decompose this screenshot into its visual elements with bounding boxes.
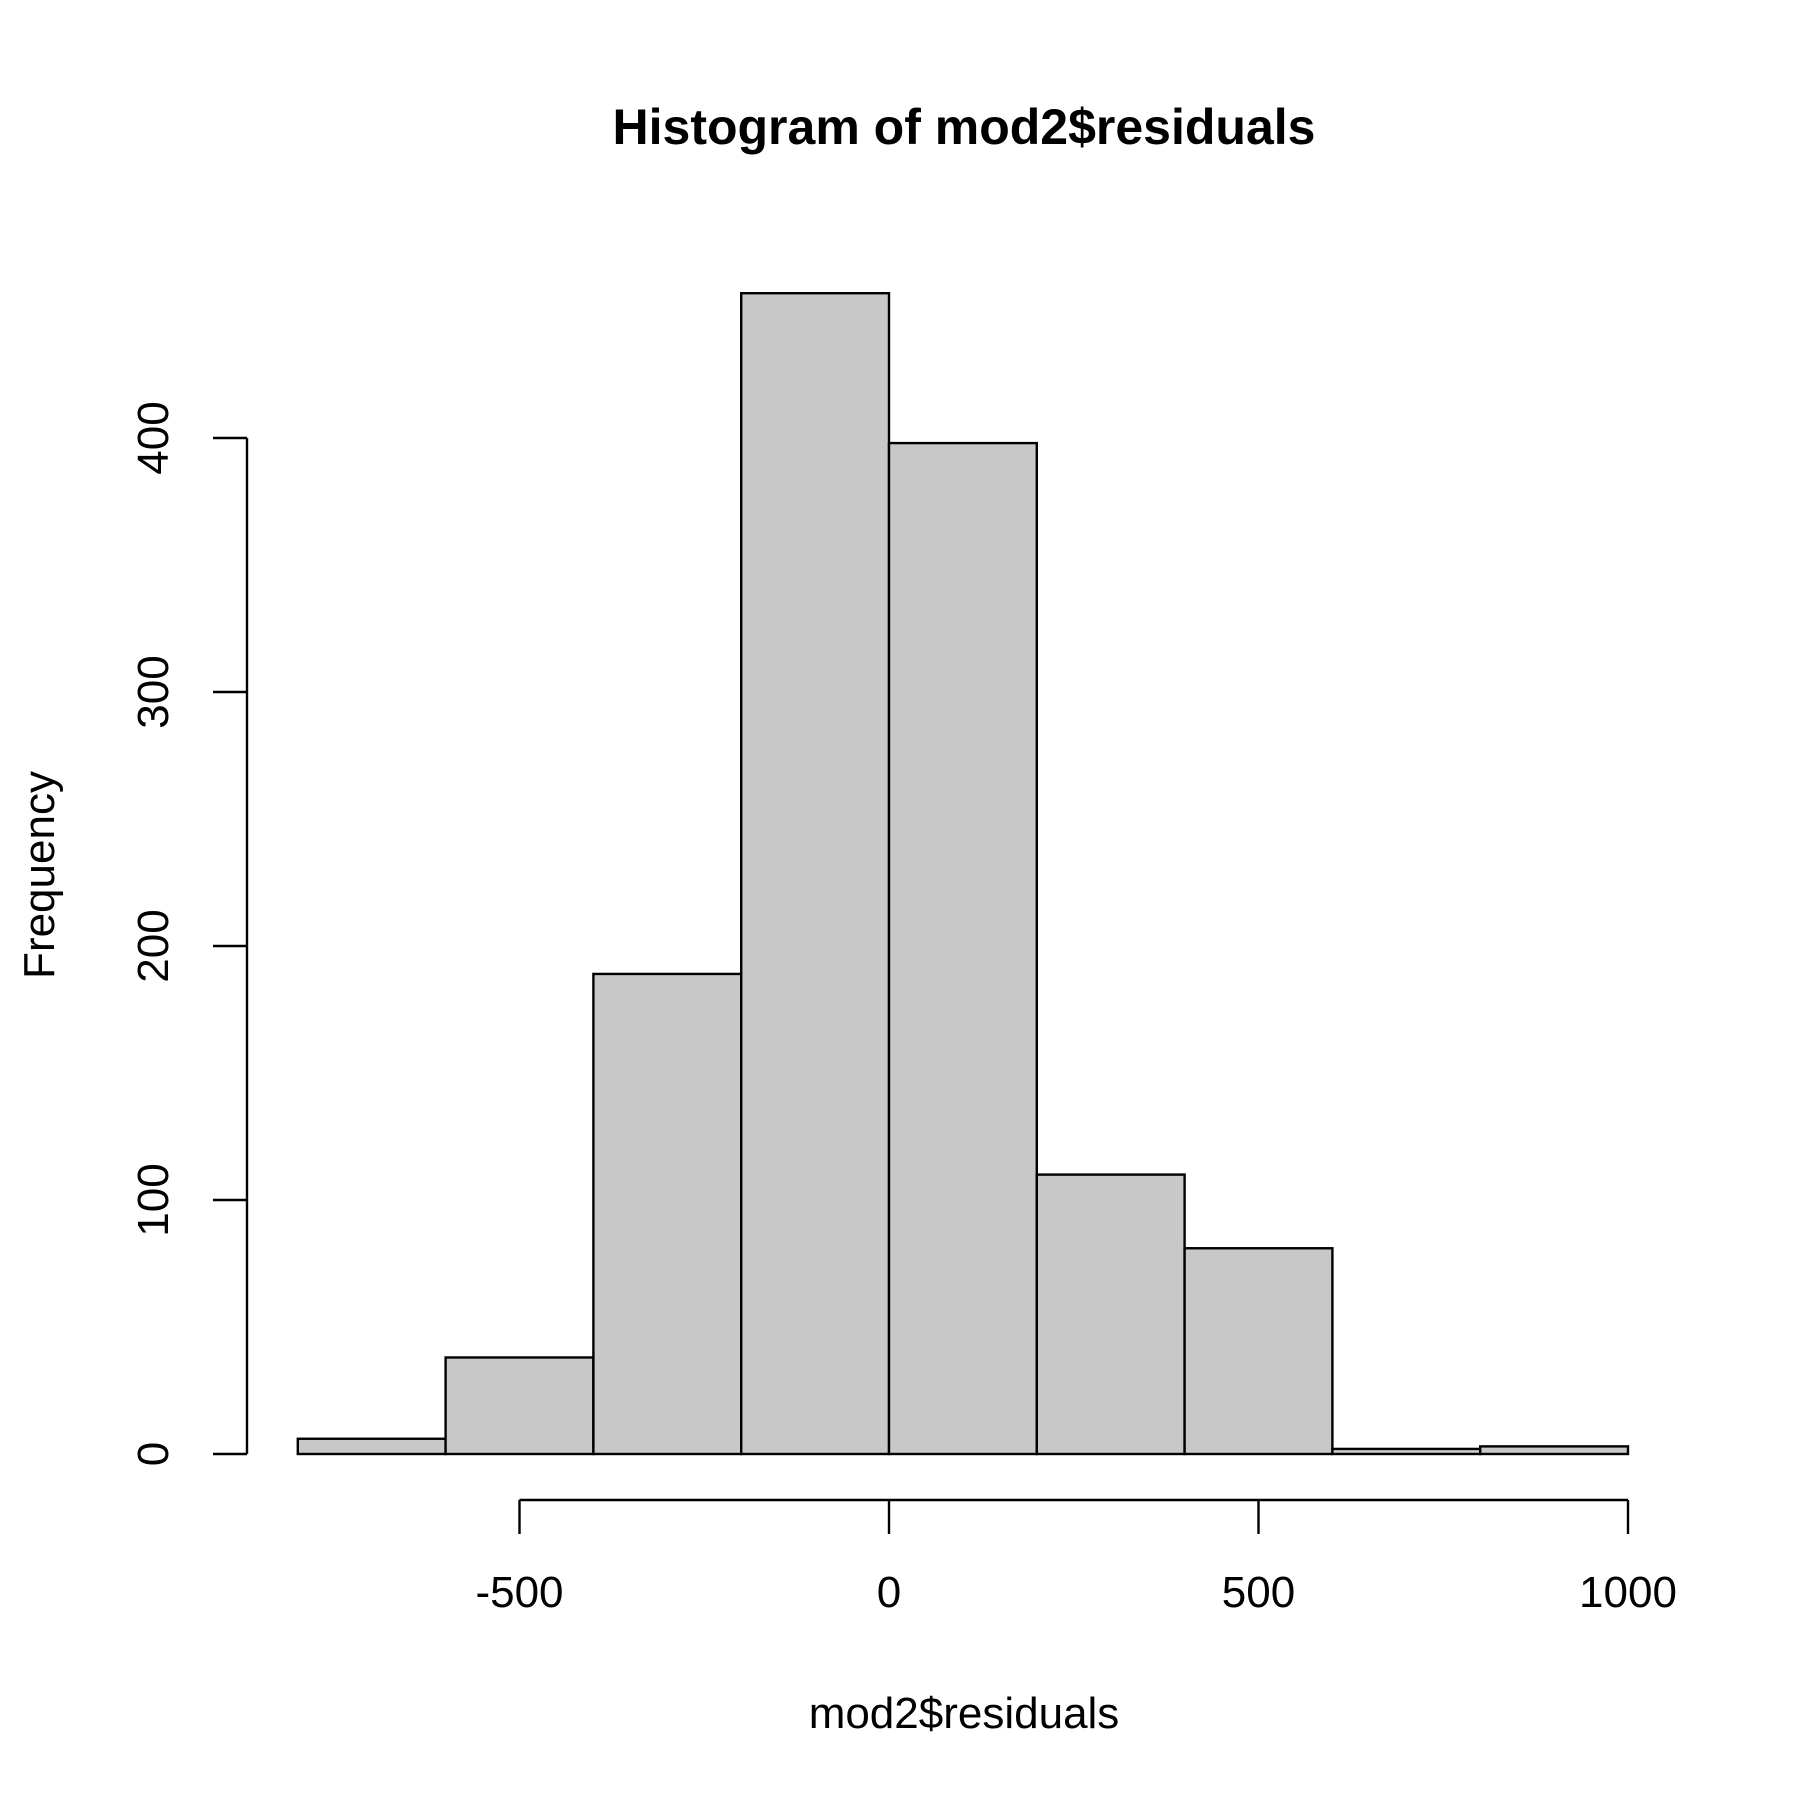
histogram-bar <box>1183 1247 1334 1456</box>
histogram-bar <box>592 972 743 1456</box>
chart-title: Histogram of mod2$residuals <box>613 99 1316 155</box>
x-tick-label: 500 <box>1222 1568 1295 1617</box>
y-tick-label: 200 <box>129 909 178 982</box>
y-tick-label: 400 <box>129 401 178 474</box>
bars-group <box>296 292 1630 1456</box>
y-axis: 0 100 200 300 400 <box>129 401 249 1466</box>
histogram-bar <box>296 1437 447 1456</box>
x-axis: -500 0 500 1000 <box>475 1498 1677 1617</box>
y-axis-label: Frequency <box>15 771 64 979</box>
histogram-bar <box>1478 1445 1630 1456</box>
histogram-bar <box>740 292 891 1456</box>
x-tick-label: 0 <box>877 1568 901 1617</box>
y-tick-label: 0 <box>129 1442 178 1466</box>
histogram-bar <box>1035 1173 1186 1456</box>
x-tick-label: -500 <box>475 1568 563 1617</box>
x-axis-label: mod2$residuals <box>809 1689 1120 1738</box>
y-tick-label: 100 <box>129 1163 178 1236</box>
x-tick-label: 1000 <box>1579 1568 1677 1617</box>
y-tick-label: 300 <box>129 655 178 728</box>
histogram-bar <box>444 1356 595 1456</box>
histogram-bar <box>1331 1447 1482 1456</box>
histogram-bar <box>887 441 1039 1456</box>
